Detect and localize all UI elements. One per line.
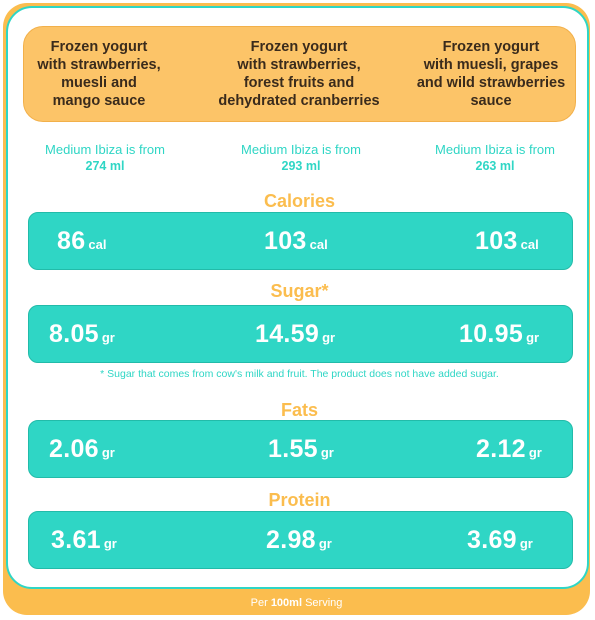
calories-number-3: 103 bbox=[475, 226, 518, 255]
protein-value-1: 3.61 gr bbox=[51, 512, 117, 568]
fats-unit-2: gr bbox=[320, 445, 334, 460]
sugar-value-3: 10.95 gr bbox=[459, 306, 539, 362]
calories-unit-1: cal bbox=[88, 237, 107, 252]
product-3-line-2: with muesli, grapes bbox=[423, 57, 559, 73]
protein-bar: 3.61 gr 2.98 gr 3.69 gr bbox=[28, 511, 573, 569]
medium-volume-2: 293 ml bbox=[281, 159, 321, 173]
sugar-bar: 8.05 gr 14.59 gr 10.95 gr bbox=[28, 305, 573, 363]
medium-label-3: Medium Ibiza is from bbox=[435, 142, 555, 157]
protein-value-3: 3.69 gr bbox=[467, 512, 533, 568]
medium-size-2: Medium Ibiza is from 293 ml bbox=[221, 142, 381, 174]
product-3-line-4: sauce bbox=[470, 93, 512, 109]
protein-title: Protein bbox=[268, 490, 331, 510]
calories-value-1: 86 cal bbox=[57, 213, 107, 269]
calories-title: Calories bbox=[263, 191, 336, 211]
calories-number-2: 103 bbox=[264, 226, 307, 255]
product-1-line-2: with strawberries, bbox=[37, 57, 161, 73]
sugar-unit-1: gr bbox=[101, 330, 115, 345]
nutrition-card-frame: Frozen yogurt with strawberries, muesli … bbox=[3, 3, 590, 615]
medium-size-3: Medium Ibiza is from 263 ml bbox=[415, 142, 575, 174]
calories-value-2: 103 cal bbox=[264, 213, 328, 269]
medium-volume-1: 274 ml bbox=[85, 159, 125, 173]
fats-bar: 2.06 gr 1.55 gr 2.12 gr bbox=[28, 420, 573, 478]
fats-value-1: 2.06 gr bbox=[49, 421, 115, 477]
product-2-line-3: forest fruits and bbox=[243, 75, 355, 91]
product-name-2: Frozen yogurt with strawberries, forest … bbox=[194, 27, 404, 121]
medium-volume-3: 263 ml bbox=[475, 159, 515, 173]
protein-number-2: 2.98 bbox=[266, 525, 316, 554]
product-name-1: Frozen yogurt with strawberries, muesli … bbox=[24, 27, 174, 121]
fats-number-2: 1.55 bbox=[268, 434, 318, 463]
sugar-unit-2: gr bbox=[322, 330, 336, 345]
protein-value-2: 2.98 gr bbox=[266, 512, 332, 568]
sugar-footnote: * Sugar that comes from cow's milk and f… bbox=[100, 368, 499, 380]
product-1-line-1: Frozen yogurt bbox=[50, 39, 148, 55]
product-1-line-4: mango sauce bbox=[52, 93, 146, 109]
sugar-number-1: 8.05 bbox=[49, 319, 99, 348]
product-name-3: Frozen yogurt with muesli, grapes and wi… bbox=[402, 27, 580, 121]
protein-unit-2: gr bbox=[318, 536, 332, 551]
product-3-line-3: and wild strawberries bbox=[416, 75, 566, 91]
product-2-line-1: Frozen yogurt bbox=[250, 39, 348, 55]
footer-prefix: Per bbox=[250, 597, 268, 609]
sugar-unit-3: gr bbox=[526, 330, 540, 345]
fats-title: Fats bbox=[280, 400, 318, 420]
fats-unit-3: gr bbox=[528, 445, 542, 460]
fats-value-2: 1.55 gr bbox=[268, 421, 334, 477]
sugar-title: Sugar* bbox=[270, 281, 329, 301]
product-2-line-4: dehydrated cranberries bbox=[218, 93, 380, 109]
fats-unit-1: gr bbox=[101, 445, 115, 460]
protein-unit-1: gr bbox=[103, 536, 117, 551]
sugar-number-3: 10.95 bbox=[459, 319, 524, 348]
fats-number-3: 2.12 bbox=[476, 434, 526, 463]
fats-number-1: 2.06 bbox=[49, 434, 99, 463]
calories-unit-3: cal bbox=[520, 237, 539, 252]
product-1-line-3: muesli and bbox=[61, 75, 137, 91]
protein-number-3: 3.69 bbox=[467, 525, 517, 554]
fats-value-3: 2.12 gr bbox=[476, 421, 542, 477]
medium-label-1: Medium Ibiza is from bbox=[45, 142, 165, 157]
calories-unit-2: cal bbox=[309, 237, 328, 252]
nutrition-card: Frozen yogurt with strawberries, muesli … bbox=[6, 6, 589, 589]
sugar-value-1: 8.05 gr bbox=[49, 306, 115, 362]
protein-unit-3: gr bbox=[519, 536, 533, 551]
calories-bar: 86 cal 103 cal 103 cal bbox=[28, 212, 573, 270]
product-3-line-1: Frozen yogurt bbox=[442, 39, 540, 55]
sugar-number-2: 14.59 bbox=[255, 319, 320, 348]
sugar-value-2: 14.59 gr bbox=[255, 306, 335, 362]
medium-size-1: Medium Ibiza is from 274 ml bbox=[25, 142, 185, 174]
products-header: Frozen yogurt with strawberries, muesli … bbox=[23, 26, 576, 122]
calories-value-3: 103 cal bbox=[475, 213, 539, 269]
footer-serving-size: 100ml bbox=[270, 597, 303, 609]
product-2-line-2: with strawberries, bbox=[237, 57, 361, 73]
serving-footer: Per 100ml Serving bbox=[3, 597, 590, 609]
calories-number-1: 86 bbox=[57, 226, 86, 255]
medium-label-2: Medium Ibiza is from bbox=[241, 142, 361, 157]
footer-suffix: Serving bbox=[305, 597, 343, 609]
protein-number-1: 3.61 bbox=[51, 525, 101, 554]
